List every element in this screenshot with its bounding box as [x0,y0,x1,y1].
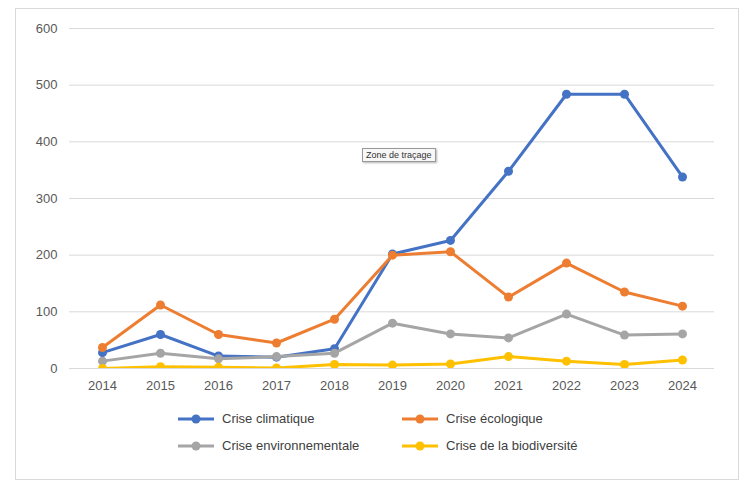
svg-text:0: 0 [50,361,57,376]
svg-text:2017: 2017 [262,378,291,393]
html-text:Crise climatique: Crise climatique [222,411,315,426]
svg-text:2014: 2014 [88,378,117,393]
svg-text:200: 200 [36,247,58,262]
svg-text:600: 600 [36,21,58,36]
html-text:Crise écologique: Crise écologique [446,411,543,426]
svg-text:2023: 2023 [610,378,639,393]
html-text:Crise environnementale: Crise environnementale [222,438,360,453]
svg-text:400: 400 [36,134,58,149]
svg-text:300: 300 [36,191,58,206]
html-text:Crise de la biodiversité: Crise de la biodiversité [446,438,578,453]
svg-text:2021: 2021 [494,378,523,393]
svg-text:2016: 2016 [204,378,233,393]
svg-text:2022: 2022 [552,378,581,393]
svg-text:2020: 2020 [436,378,465,393]
svg-text:2018: 2018 [320,378,349,393]
html-text:Zone de traçage: Zone de traçage [366,150,432,160]
svg-text:2015: 2015 [146,378,175,393]
svg-text:100: 100 [36,304,58,319]
svg-text:500: 500 [36,77,58,92]
svg-text:2024: 2024 [668,378,697,393]
svg-text:2019: 2019 [378,378,407,393]
